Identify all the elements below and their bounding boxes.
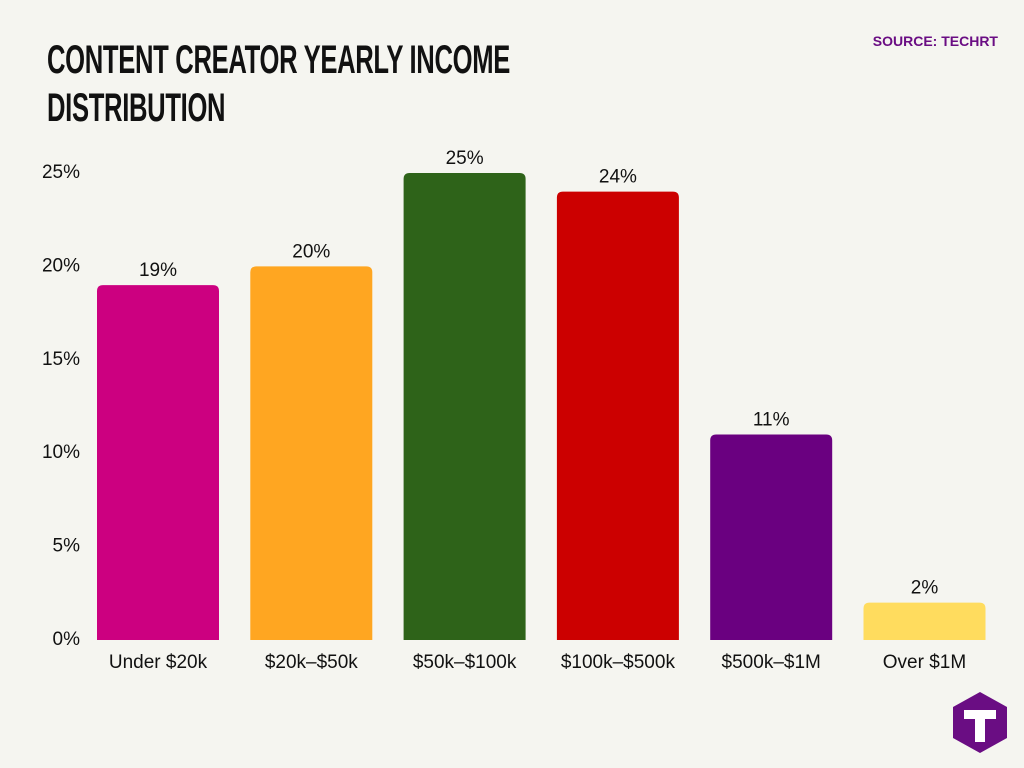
- value-label: 11%: [753, 410, 790, 431]
- bar: [403, 173, 526, 640]
- value-label: 2%: [911, 578, 939, 599]
- value-label: 20%: [292, 241, 330, 262]
- bar: [97, 285, 219, 640]
- value-label: 25%: [446, 148, 484, 169]
- logo: [953, 692, 1007, 753]
- chart-title: CONTENT CREATOR YEARLY INCOME DISTRIBUTI…: [47, 38, 510, 130]
- y-tick-label: 25%: [42, 162, 80, 183]
- x-tick-label: $500k–$1M: [722, 652, 821, 673]
- bar: [556, 191, 679, 640]
- x-tick-label: $100k–$500k: [561, 652, 676, 673]
- y-tick-label: 15%: [42, 349, 80, 370]
- x-tick-label: $20k–$50k: [265, 652, 358, 673]
- source: SOURCE: TECHRT: [872, 33, 998, 49]
- x-tick-label: Under $20k: [109, 652, 208, 673]
- bar: [250, 266, 373, 640]
- x-tick-label: Over $1M: [883, 652, 966, 673]
- y-tick-label: 20%: [42, 255, 80, 276]
- value-label: 19%: [139, 260, 177, 281]
- value-label: 24%: [599, 167, 637, 188]
- y-tick-label: 5%: [53, 536, 81, 557]
- bar: [863, 602, 986, 640]
- y-tick-label: 10%: [42, 442, 80, 463]
- bar: [710, 434, 833, 640]
- y-tick-label: 0%: [53, 629, 81, 650]
- x-tick-label: $50k–$100k: [413, 652, 517, 673]
